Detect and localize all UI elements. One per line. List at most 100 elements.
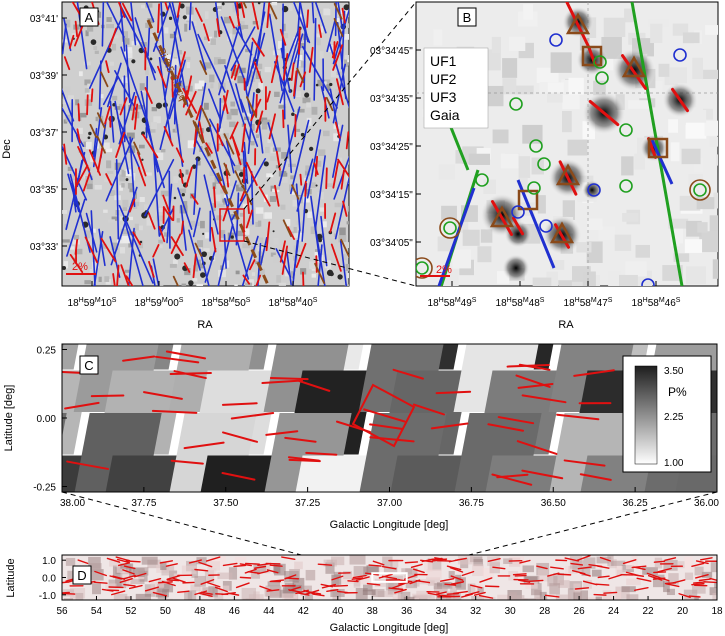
d-cell [716, 589, 717, 598]
vector-gaia [296, 67, 305, 83]
d-ytick-label: 0.0 [42, 574, 56, 585]
colorbar-gradient [634, 365, 658, 465]
d-xtick-label: 42 [298, 606, 310, 617]
b-vector-uf1 [512, 216, 524, 236]
panel-b-x-axis: 18H58M49S 18H58M48S 18H58M47S 18H58M46S [428, 281, 681, 309]
noise-speck [209, 74, 215, 83]
noise-speck [64, 19, 71, 28]
d-vector [188, 559, 202, 564]
panel-a-vectors [62, 2, 349, 286]
noise-speck [185, 13, 193, 21]
d-cell [426, 569, 442, 580]
d-vector [692, 581, 706, 584]
b-noise [492, 129, 509, 144]
d-vector [333, 584, 349, 587]
d-cell [190, 584, 201, 592]
d-vector [77, 559, 89, 565]
star [131, 59, 136, 64]
d-cell [482, 567, 495, 579]
vector-uf2 [114, 70, 137, 111]
b-star [582, 180, 602, 200]
d-cell [332, 574, 339, 587]
d-cell [141, 556, 158, 565]
d-vector [152, 591, 168, 597]
panel-c-ylabel: Latitude [deg] [3, 385, 15, 452]
vector-uf2 [62, 144, 88, 201]
d-cell [353, 566, 369, 576]
c-xtick-label: 36.50 [541, 498, 566, 509]
noise-speck [109, 190, 116, 196]
vector-uf2 [286, 250, 292, 286]
vector-uf2 [337, 2, 343, 29]
d-cell [274, 563, 286, 576]
d-vector [557, 573, 572, 576]
noise-speck [322, 81, 327, 85]
d-cell [282, 593, 298, 600]
d-cell [420, 594, 435, 600]
noise-speck [112, 35, 119, 39]
vector-uf2 [159, 72, 180, 150]
noise-speck [122, 207, 128, 212]
noise-speck [212, 182, 217, 190]
vector-gaia [269, 4, 278, 20]
d-xtick-label: 38 [367, 606, 379, 617]
vector-uf2 [246, 56, 256, 87]
c-vector [66, 460, 109, 470]
d-vector [331, 575, 344, 581]
b-noise [716, 154, 718, 166]
noise-speck [257, 63, 263, 70]
d-cell [569, 556, 583, 569]
c-tile [295, 455, 375, 492]
noise-speck [210, 83, 214, 89]
b-marker-uf1 [555, 163, 581, 186]
d-vector [452, 590, 468, 595]
d-vector [381, 565, 397, 570]
d-cell [362, 589, 376, 595]
c-vector [173, 370, 207, 380]
noise-speck [237, 75, 245, 84]
noise-speck [264, 66, 272, 73]
vector-uf1 [255, 274, 262, 286]
d-cell [555, 594, 571, 600]
noise-speck [138, 225, 143, 231]
b-noise [697, 222, 708, 233]
vector-uf2 [333, 155, 349, 200]
c-tile [485, 455, 565, 492]
noise-speck [135, 176, 140, 182]
noise-speck [169, 33, 176, 39]
b-noise [647, 18, 670, 28]
d-vector [297, 592, 310, 596]
vector-uf2 [235, 83, 244, 113]
d-vector [646, 572, 660, 579]
vector-uf2 [192, 207, 201, 238]
vector-gaia [199, 60, 208, 75]
star [182, 15, 187, 20]
a-ytick-label: 03°33' [30, 242, 58, 253]
d-cell [401, 568, 413, 575]
noise-speck [279, 100, 287, 104]
c-vector [563, 459, 606, 467]
b-noise [532, 277, 552, 286]
noise-speck [176, 218, 180, 223]
b-noise [550, 52, 572, 73]
b-vector-uf1 [588, 99, 620, 127]
noise-speck [164, 27, 169, 34]
vector-uf1 [210, 226, 217, 253]
noise-speck [275, 165, 280, 169]
d-cell [625, 563, 637, 570]
noise-speck [304, 170, 311, 176]
noise-speck [300, 61, 306, 68]
d-cell [90, 569, 104, 581]
noise-speck [234, 164, 241, 171]
c-vector [298, 380, 331, 392]
d-vector [284, 574, 297, 580]
d-vector [528, 579, 544, 583]
noise-speck [342, 33, 349, 40]
vector-uf1 [279, 28, 287, 46]
b-marker-uf1 [549, 221, 575, 244]
c-ytick-label: 0.25 [37, 345, 57, 356]
vector-gaia [245, 96, 258, 118]
vector-uf2 [303, 26, 306, 91]
d-vector [194, 568, 209, 572]
d-cell [448, 571, 455, 579]
